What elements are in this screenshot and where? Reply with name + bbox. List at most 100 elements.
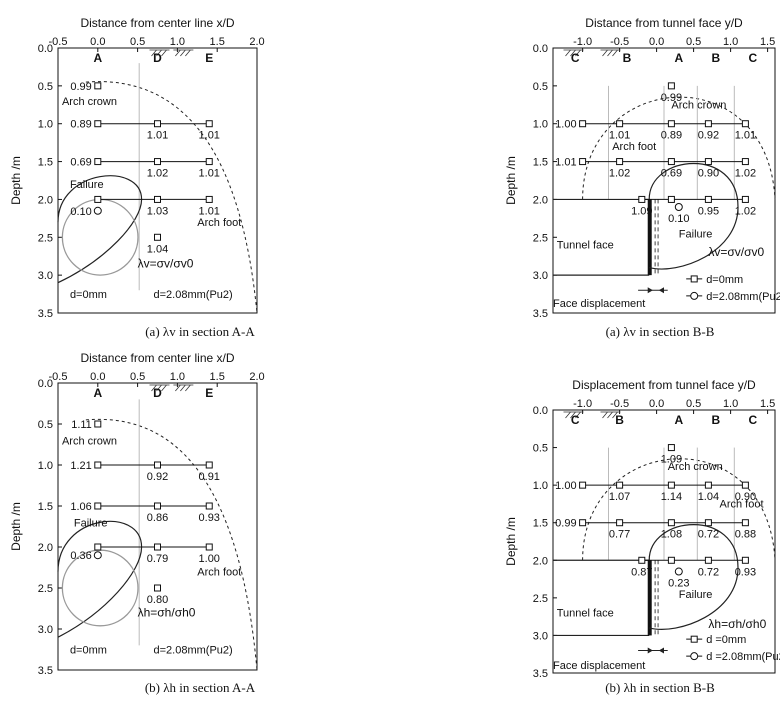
data-point-square [741,195,749,203]
annotation-label: Arch crown [62,96,117,108]
chart-panel-a-AA: -0.5 0.0 0.5 1.0 1.5 2.00.00.51.01.52.02.53.0… [9,16,265,320]
y-axis-title: Depth /m [9,156,23,205]
ground-hatch-icon [175,49,181,57]
data-point-square [667,82,675,90]
column-label: B [615,413,624,427]
data-label: 0.72 [698,529,719,541]
data-label: 1.09 [661,454,682,466]
legend-item-label: d =0mm [706,634,746,646]
data-point-circle [93,551,102,560]
chart-panel-b-BB: -1.0 -0.5 0.0 0.5 1.0 1.5 0.0 0.5 1.0 1.5 2.0 2.5 3.… [504,378,780,680]
data-point-circle [93,206,102,215]
caption-a-BB: (a) λv in section B-B [605,324,715,339]
data-point-square [154,120,161,128]
legend-circle-marker [690,652,699,661]
x-tick-label: 1.0 [170,371,185,383]
column-label: E [205,386,213,400]
y-tick-label: 1.5 [38,501,53,513]
arrow-head-icon [647,287,653,294]
legend-item-label: d=2.08mm(Pu2) [706,291,780,303]
x-tick-label: -0.5 [49,371,68,383]
data-point-square [154,584,161,592]
annotation-label: Face displacement [553,660,645,672]
data-label: 1.01 [199,205,220,217]
ground-hatch-icon [180,49,186,57]
data-label: 1.09 [631,205,652,217]
y-tick-label: 0.5 [38,419,53,431]
column-label: B [623,51,632,65]
data-point-square [579,158,587,166]
data-label: 0.69 [70,157,91,169]
data-point-square [667,481,675,489]
legend-square-marker [690,635,698,643]
failure-zone-curve [648,162,739,270]
data-label: 0.79 [147,553,168,565]
y-tick-label: 2.0 [533,555,548,567]
data-label: 0.90 [698,168,719,180]
x-tick-label: 0.5 [686,398,701,410]
data-point-square [704,556,712,564]
y-tick-label: 2.5 [533,593,548,605]
plot-frame [552,47,776,314]
data-point-square [94,195,102,203]
data-point-square [667,120,675,128]
ground-hatch-icon [565,411,571,419]
annotation-label: Arch crown [671,100,726,112]
x-tick-label: 0.0 [90,36,105,48]
legend-item-label: d=0mm [706,274,743,286]
y-axis-title: Depth /m [9,502,23,551]
x-tick-label: 1.5 [210,371,225,383]
data-point-square [704,481,712,489]
annotation-label: Failure [74,518,108,530]
column-label: D [153,51,162,65]
arrow-head-icon [658,287,664,294]
y-tick-label: 3.0 [38,624,53,636]
data-label: 1.07 [609,491,630,503]
ground-hatch-icon [575,411,581,419]
data-label: 0.86 [147,512,168,524]
column-label: C [571,51,580,65]
column-label: A [674,51,683,65]
y-tick-label: 1.5 [533,518,548,530]
legend-item-label: d =2.08mm(Pu2) [706,651,780,663]
y-axis-title: Depth /m [504,156,518,205]
failure-zone-curve [57,520,143,638]
arch-envelope-dashed [582,458,776,561]
ground-hatch-icon [151,384,157,392]
column-label: B [711,51,720,65]
data-label: 0.95 [698,205,719,217]
ground-hatch-icon [570,49,576,57]
ground-hatch-icon [607,49,613,57]
arch-envelope-dashed [85,81,258,314]
annotation-label: Arch foot [197,567,241,579]
data-label: 0.80 [147,594,168,606]
ground-hatch-icon [565,49,571,57]
x-tick-label: 2.0 [249,371,264,383]
y-tick-label: 1.5 [533,157,548,169]
data-label: 0.23 [668,578,689,590]
x-tick-label: 2.0 [249,36,264,48]
data-point-square [616,519,624,527]
y-tick-label: 0.0 [38,378,53,390]
data-point-square [616,158,624,166]
data-label: 0.36 [70,550,91,562]
data-point-circle [674,203,683,211]
data-point-square [154,502,161,510]
data-point-square [154,233,161,241]
data-label: 1.01 [735,130,756,142]
y-tick-label: 0.0 [533,405,548,417]
data-point-square [579,519,587,527]
legend-item-label: d=0mm [70,289,107,301]
data-label: 1.00 [199,553,220,565]
data-label: 0.93 [199,512,220,524]
data-point-square [704,158,712,166]
x-tick-label: -0.5 [610,398,629,410]
y-tick-label: 1.0 [38,460,53,472]
x-tick-label: 0.0 [649,398,664,410]
caption-b-BB: (b) λh in section B-B [605,680,715,695]
x-tick-label: 1.5 [210,36,225,48]
arch-envelope-dashed [85,418,258,671]
y-tick-label: 0.5 [533,443,548,455]
annotation-label: Arch foot [197,217,241,229]
data-label: 1.00 [555,480,576,492]
